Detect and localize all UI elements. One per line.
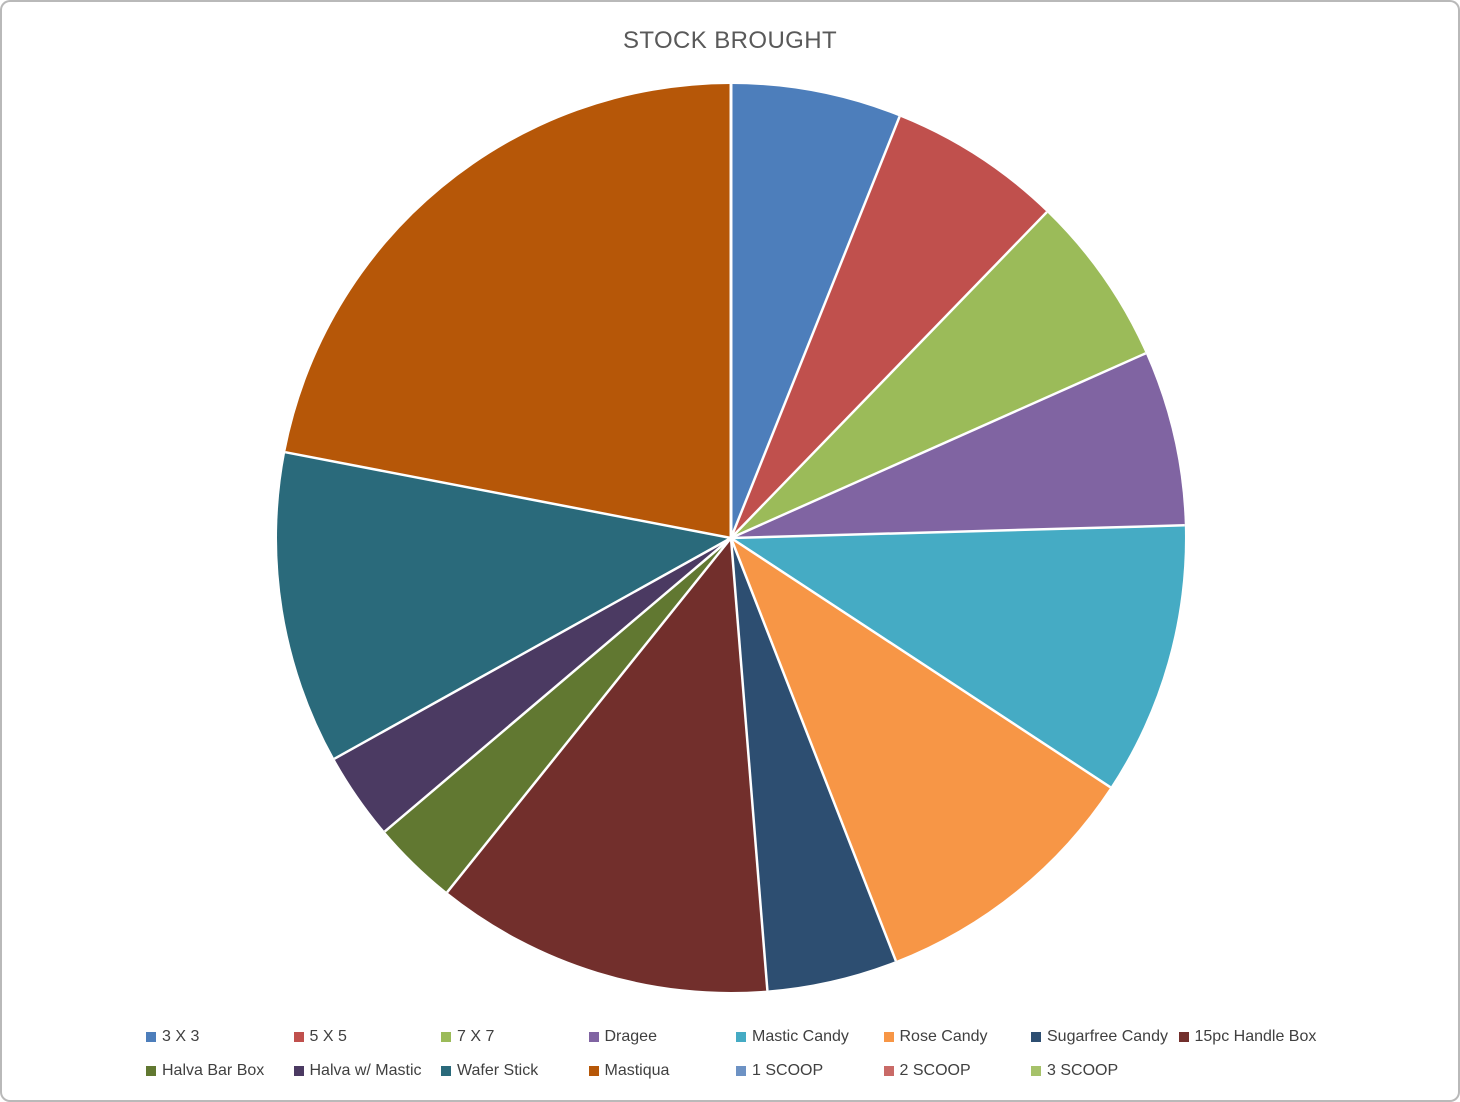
legend-swatch bbox=[883, 1066, 894, 1076]
pie-slice-15pc-handle-box[interactable] bbox=[447, 538, 768, 992]
slice-separator bbox=[730, 524, 1185, 540]
legend-label: Mastic Candy bbox=[752, 1028, 849, 1045]
legend-swatch bbox=[588, 1032, 599, 1042]
slice-separator bbox=[730, 352, 1147, 540]
legend-label: Halva Bar Box bbox=[162, 1062, 265, 1079]
legend-swatch bbox=[588, 1066, 599, 1076]
pie-slice-7-x-7[interactable] bbox=[731, 212, 1146, 538]
legend-item-wafer-stick[interactable]: Wafer Stick bbox=[441, 1061, 589, 1081]
legend-label: 5 X 5 bbox=[309, 1028, 347, 1045]
pie-slice-mastic-candy[interactable] bbox=[731, 525, 1185, 788]
slice-separator bbox=[383, 537, 732, 833]
pie-slice-halva-bar-box[interactable] bbox=[384, 538, 731, 893]
legend-label: 7 X 7 bbox=[457, 1028, 495, 1045]
legend-item-rose-candy[interactable]: Rose Candy bbox=[883, 1027, 1032, 1047]
legend-item-halva-w-mastic[interactable]: Halva w/ Mastic bbox=[293, 1061, 442, 1081]
slice-separator bbox=[729, 537, 898, 962]
legend-label: Wafer Stick bbox=[457, 1062, 539, 1079]
slice-separator bbox=[729, 116, 901, 539]
pie-slice-5-x-5[interactable] bbox=[731, 116, 1047, 539]
pie-slice-rose-candy[interactable] bbox=[731, 538, 1111, 961]
legend-item-3-scoop[interactable]: 3 SCOOP bbox=[1031, 1061, 1179, 1081]
legend-item-15pc-handle-box[interactable]: 15pc Handle Box bbox=[1178, 1027, 1327, 1047]
legend-swatch bbox=[736, 1066, 746, 1076]
pie-slice-dragee[interactable] bbox=[731, 353, 1185, 538]
slice-separator bbox=[284, 450, 732, 540]
legend-item-mastic-candy[interactable]: Mastic Candy bbox=[736, 1027, 884, 1047]
slice-separator bbox=[446, 537, 732, 894]
legend-item-mastiqua[interactable]: Mastiqua bbox=[588, 1061, 737, 1081]
legend-item-2-scoop[interactable]: 2 SCOOP bbox=[883, 1061, 1032, 1081]
chart-title[interactable]: STOCK BROUGHT bbox=[622, 27, 838, 54]
legend-label: Dragee bbox=[604, 1028, 657, 1045]
pie-slice-sugarfree-candy[interactable] bbox=[731, 538, 896, 991]
legend-item-5-x-5[interactable]: 5 X 5 bbox=[293, 1027, 442, 1047]
legend-swatch bbox=[441, 1032, 451, 1042]
legend-label: Halva w/ Mastic bbox=[309, 1062, 422, 1079]
legend-label: Mastiqua bbox=[604, 1062, 670, 1079]
legend-label: Rose Candy bbox=[899, 1028, 988, 1045]
legend-swatch bbox=[146, 1066, 156, 1076]
pie-slice-wafer-stick[interactable] bbox=[277, 452, 731, 759]
legend-label: 1 SCOOP bbox=[752, 1062, 824, 1079]
legend-label: 15pc Handle Box bbox=[1194, 1028, 1317, 1045]
legend-swatch bbox=[1031, 1032, 1041, 1042]
slice-separator bbox=[729, 537, 769, 991]
legend-swatch bbox=[883, 1032, 894, 1042]
legend-swatch bbox=[293, 1066, 304, 1076]
legend-swatch bbox=[1178, 1032, 1189, 1042]
legend-item-7-x-7[interactable]: 7 X 7 bbox=[441, 1027, 589, 1047]
pie-slice-mastiqua[interactable] bbox=[285, 84, 731, 538]
slice-separator bbox=[730, 211, 1048, 539]
legend-item-halva-bar-box[interactable]: Halva Bar Box bbox=[146, 1061, 294, 1081]
legend-swatch bbox=[441, 1066, 451, 1076]
legend-swatch bbox=[1031, 1066, 1041, 1076]
slice-separator bbox=[730, 536, 1112, 789]
legend-item-3-x-3[interactable]: 3 X 3 bbox=[146, 1027, 294, 1047]
legend-item-1-scoop[interactable]: 1 SCOOP bbox=[736, 1061, 884, 1081]
legend-swatch bbox=[146, 1032, 156, 1042]
pie-slice-3-x-3[interactable] bbox=[731, 84, 900, 538]
legend-label: 2 SCOOP bbox=[899, 1062, 971, 1079]
legend: 3 X 3 5 X 5 7 X 7 Dragee Mastic Candy Rose Ca… bbox=[146, 1027, 1326, 1081]
legend-swatch bbox=[293, 1032, 304, 1042]
legend-item-dragee[interactable]: Dragee bbox=[588, 1027, 737, 1047]
legend-label: 3 SCOOP bbox=[1047, 1062, 1119, 1079]
pie-slice-halva-w-mastic[interactable] bbox=[334, 538, 731, 832]
legend-label: 3 X 3 bbox=[162, 1028, 200, 1045]
legend-item-sugarfree-candy[interactable]: Sugarfree Candy bbox=[1031, 1027, 1179, 1047]
slice-separator bbox=[333, 536, 732, 760]
legend-swatch bbox=[736, 1032, 746, 1042]
legend-label: Sugarfree Candy bbox=[1047, 1028, 1168, 1045]
